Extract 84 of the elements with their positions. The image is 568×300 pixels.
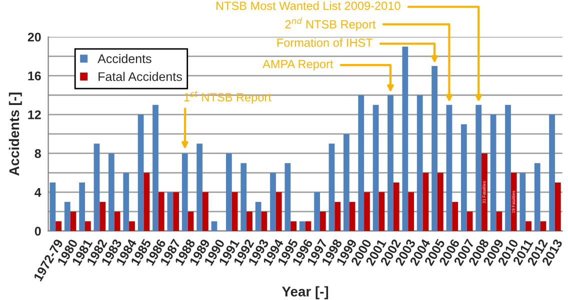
bar xyxy=(94,144,100,231)
bar xyxy=(100,202,106,231)
bar xyxy=(554,182,561,231)
bar xyxy=(452,202,458,231)
bar xyxy=(261,212,268,231)
annotation: Formation of IHST xyxy=(277,38,373,47)
bar xyxy=(416,95,423,231)
bar xyxy=(64,202,70,231)
bar xyxy=(408,192,414,231)
bar xyxy=(358,95,364,231)
bar xyxy=(56,221,62,231)
bar xyxy=(299,221,306,231)
bar xyxy=(255,202,262,231)
bar xyxy=(123,172,130,231)
legend-label: Accidents xyxy=(98,54,152,64)
bar xyxy=(334,202,341,231)
bar xyxy=(79,182,85,231)
bar xyxy=(437,172,444,231)
bar xyxy=(226,153,232,231)
bar xyxy=(466,212,473,231)
bar xyxy=(393,182,400,231)
x-axis-title: Year [-] xyxy=(282,286,328,300)
bar xyxy=(188,212,194,231)
bar xyxy=(50,182,56,231)
bar xyxy=(320,212,326,231)
bar xyxy=(108,153,114,231)
bar xyxy=(526,221,532,231)
annotation: AMPA Report xyxy=(262,60,334,71)
bar xyxy=(290,221,296,231)
bar xyxy=(173,192,179,231)
bar xyxy=(182,153,188,231)
bar xyxy=(305,221,312,231)
bar xyxy=(510,172,517,231)
y-tick-label: 4 xyxy=(34,188,42,197)
bar xyxy=(549,114,555,231)
y-axis-title: Accidents [-] xyxy=(8,92,22,176)
bar xyxy=(476,104,482,231)
bar xyxy=(314,192,320,231)
bar xyxy=(202,192,208,231)
bar xyxy=(114,212,120,231)
y-tick-label: 12 xyxy=(28,110,41,120)
bar xyxy=(270,172,276,231)
bar xyxy=(505,104,511,231)
bar xyxy=(84,221,91,231)
bar xyxy=(138,114,144,231)
bar xyxy=(167,192,174,231)
bar xyxy=(540,221,546,231)
bar xyxy=(364,192,370,231)
bar xyxy=(490,114,496,231)
y-tick-label: 16 xyxy=(28,72,41,80)
bar xyxy=(232,192,238,231)
bar xyxy=(349,202,356,231)
y-tick-label: 8 xyxy=(34,149,41,158)
bar xyxy=(402,46,408,231)
bar xyxy=(460,124,467,231)
bar xyxy=(284,163,291,231)
y-tick-label: 20 xyxy=(28,32,41,42)
bar xyxy=(158,192,164,231)
annotation: 2$^{nd}$ NTSB Report xyxy=(285,18,376,31)
bar xyxy=(129,221,135,231)
bar xyxy=(372,104,379,231)
bar xyxy=(211,221,218,231)
y-tick-label: 0 xyxy=(34,226,41,236)
bar xyxy=(446,104,452,231)
bar xyxy=(144,172,150,231)
annotation: NTSB Most Wanted List 2009-2010 xyxy=(216,1,400,10)
bar xyxy=(152,104,158,231)
annotation: 1$^{st}$ NTSB Report xyxy=(184,90,272,104)
bar xyxy=(496,212,502,231)
bar xyxy=(388,95,394,231)
bar xyxy=(70,212,76,231)
bar xyxy=(482,153,488,231)
bar xyxy=(328,144,335,231)
bar xyxy=(432,66,438,231)
bar xyxy=(422,172,429,231)
bar xyxy=(240,163,247,231)
legend-label: Fatal Accidents xyxy=(98,72,182,82)
bar xyxy=(520,172,526,231)
bar xyxy=(343,134,350,231)
bar xyxy=(534,163,540,231)
bar xyxy=(276,192,282,231)
bar xyxy=(378,192,385,231)
bar xyxy=(246,212,252,231)
bar xyxy=(196,144,202,231)
